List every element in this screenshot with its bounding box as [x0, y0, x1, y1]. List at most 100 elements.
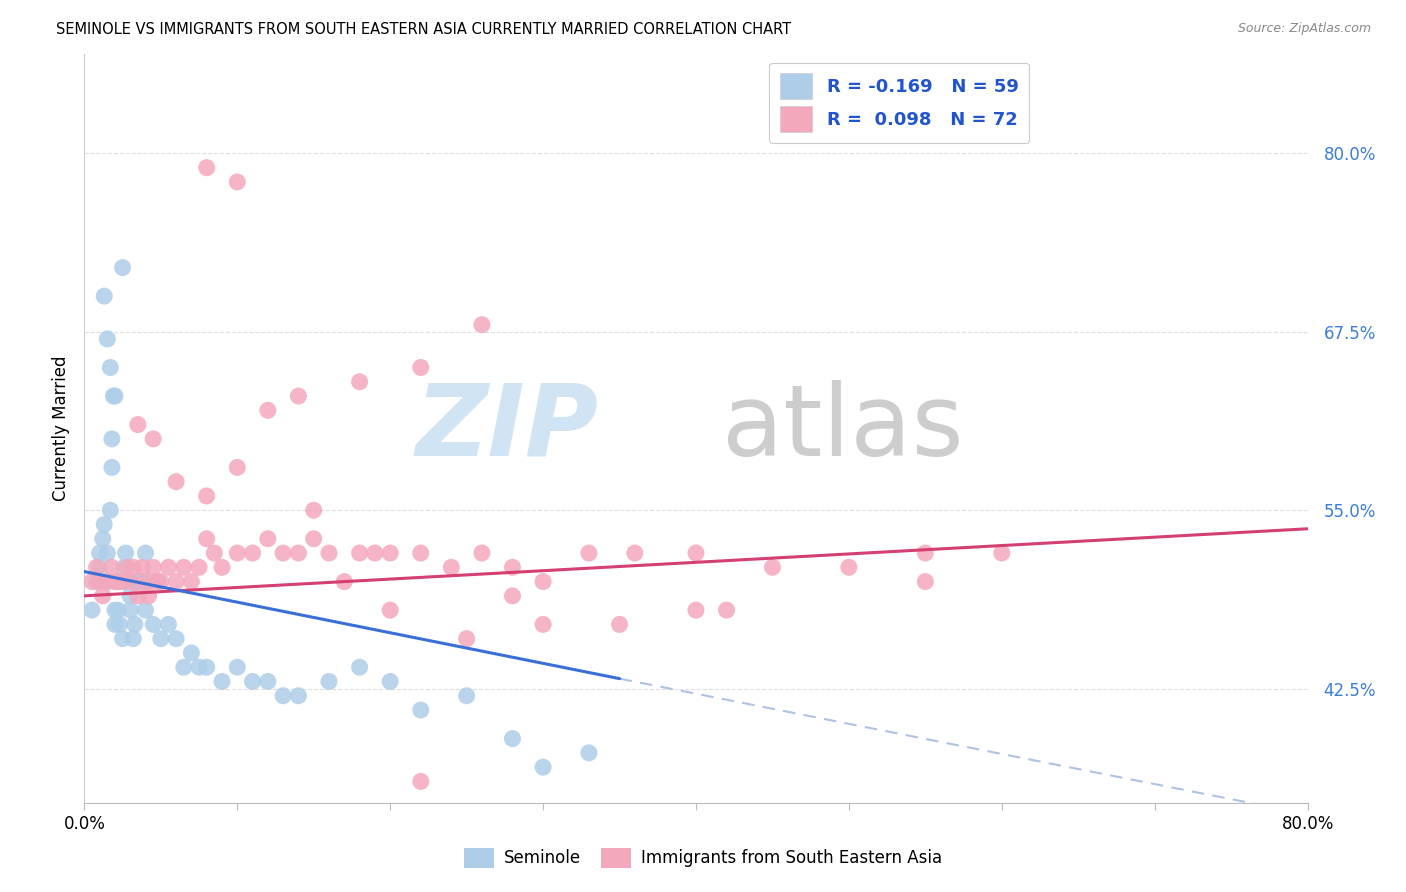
- Y-axis label: Currently Married: Currently Married: [52, 355, 70, 501]
- Point: [242, 674, 264, 689]
- Point: [349, 546, 371, 560]
- Point: [124, 617, 146, 632]
- Point: [333, 574, 356, 589]
- Point: [115, 574, 138, 589]
- Point: [502, 589, 524, 603]
- Point: [131, 560, 153, 574]
- Point: [302, 503, 325, 517]
- Legend: Seminole, Immigrants from South Eastern Asia: Seminole, Immigrants from South Eastern …: [457, 841, 949, 875]
- Point: [257, 403, 280, 417]
- Point: [135, 574, 157, 589]
- Point: [89, 560, 111, 574]
- Point: [98, 360, 121, 375]
- Point: [380, 546, 402, 560]
- Point: [104, 389, 127, 403]
- Point: [188, 560, 211, 574]
- Point: [226, 660, 249, 674]
- Point: [138, 574, 160, 589]
- Point: [146, 574, 169, 589]
- Point: [456, 689, 478, 703]
- Point: [142, 617, 165, 632]
- Point: [409, 546, 432, 560]
- Point: [349, 375, 371, 389]
- Point: [96, 574, 118, 589]
- Point: [120, 589, 142, 603]
- Text: Source: ZipAtlas.com: Source: ZipAtlas.com: [1237, 22, 1371, 36]
- Point: [142, 560, 165, 574]
- Point: [120, 603, 142, 617]
- Point: [104, 574, 127, 589]
- Point: [104, 603, 127, 617]
- Point: [531, 617, 554, 632]
- Point: [165, 475, 187, 489]
- Point: [195, 489, 218, 503]
- Point: [226, 460, 249, 475]
- Point: [115, 560, 138, 574]
- Point: [202, 546, 225, 560]
- Point: [135, 546, 157, 560]
- Point: [157, 617, 180, 632]
- Point: [149, 574, 172, 589]
- Point: [578, 746, 600, 760]
- Point: [120, 574, 142, 589]
- Point: [195, 161, 218, 175]
- Point: [409, 703, 432, 717]
- Point: [287, 546, 309, 560]
- Point: [211, 560, 233, 574]
- Point: [471, 546, 494, 560]
- Point: [624, 546, 647, 560]
- Point: [111, 260, 134, 275]
- Text: atlas: atlas: [721, 380, 963, 476]
- Point: [129, 574, 152, 589]
- Point: [107, 574, 129, 589]
- Point: [127, 574, 149, 589]
- Point: [96, 546, 118, 560]
- Point: [211, 674, 233, 689]
- Point: [138, 589, 160, 603]
- Text: ZIP: ZIP: [415, 380, 598, 476]
- Point: [173, 560, 195, 574]
- Point: [103, 389, 125, 403]
- Point: [101, 432, 124, 446]
- Point: [86, 574, 108, 589]
- Point: [180, 574, 202, 589]
- Point: [257, 532, 280, 546]
- Point: [101, 460, 124, 475]
- Point: [364, 546, 387, 560]
- Text: SEMINOLE VS IMMIGRANTS FROM SOUTH EASTERN ASIA CURRENTLY MARRIED CORRELATION CHA: SEMINOLE VS IMMIGRANTS FROM SOUTH EASTER…: [56, 22, 792, 37]
- Point: [257, 674, 280, 689]
- Point: [91, 589, 114, 603]
- Point: [135, 603, 157, 617]
- Point: [89, 574, 111, 589]
- Point: [716, 603, 738, 617]
- Point: [157, 560, 180, 574]
- Point: [502, 560, 524, 574]
- Point: [914, 546, 936, 560]
- Point: [105, 574, 128, 589]
- Point: [80, 603, 103, 617]
- Point: [142, 432, 165, 446]
- Point: [380, 674, 402, 689]
- Point: [838, 560, 860, 574]
- Point: [111, 632, 134, 646]
- Point: [107, 603, 129, 617]
- Point: [226, 546, 249, 560]
- Point: [349, 660, 371, 674]
- Point: [502, 731, 524, 746]
- Point: [86, 560, 108, 574]
- Point: [111, 574, 134, 589]
- Point: [122, 632, 145, 646]
- Point: [96, 332, 118, 346]
- Point: [456, 632, 478, 646]
- Point: [471, 318, 494, 332]
- Point: [165, 574, 187, 589]
- Point: [80, 574, 103, 589]
- Point: [112, 560, 135, 574]
- Point: [440, 560, 463, 574]
- Point: [991, 546, 1014, 560]
- Point: [98, 503, 121, 517]
- Point: [188, 660, 211, 674]
- Point: [271, 546, 294, 560]
- Point: [173, 660, 195, 674]
- Point: [165, 632, 187, 646]
